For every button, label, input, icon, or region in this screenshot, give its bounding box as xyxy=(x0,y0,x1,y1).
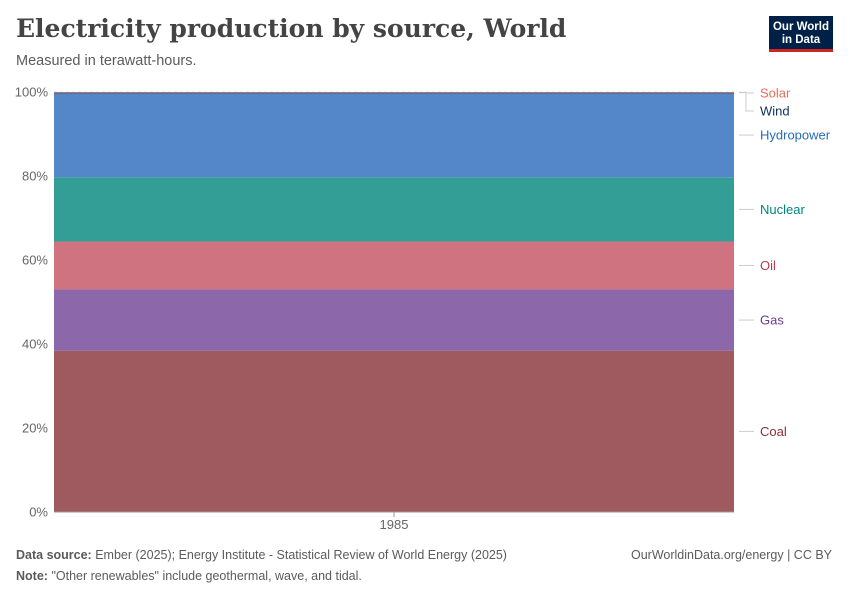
label-connector xyxy=(739,92,754,112)
y-tick-label: 40% xyxy=(22,337,48,352)
area-band-solar xyxy=(54,92,734,93)
area-band-coal xyxy=(54,350,734,512)
data-source: Data source: Ember (2025); Energy Instit… xyxy=(16,548,507,562)
logo-line-1: Our World xyxy=(772,21,829,33)
chart-note: Note: "Other renewables" include geother… xyxy=(16,569,362,583)
area-band-gas xyxy=(54,289,734,351)
area-band-nuclear xyxy=(54,177,734,242)
chart-title: Electricity production by source, World xyxy=(16,14,567,43)
y-tick-label: 60% xyxy=(22,253,48,268)
x-tick-label: 1985 xyxy=(380,517,409,532)
y-tick-label: 20% xyxy=(22,421,48,436)
data-source-text: Ember (2025); Energy Institute - Statist… xyxy=(95,548,507,562)
series-label-nuclear: Nuclear xyxy=(760,202,805,217)
y-tick-label: 100% xyxy=(15,85,49,100)
note-text: "Other renewables" include geothermal, w… xyxy=(51,569,362,583)
series-label-wind: Wind xyxy=(760,104,790,119)
series-label-oil: Oil xyxy=(760,258,776,273)
chart-subtitle: Measured in terawatt-hours. xyxy=(16,53,197,69)
series-label-gas: Gas xyxy=(760,313,784,328)
area-band-wind xyxy=(54,92,734,94)
logo-line-2: in Data xyxy=(781,34,821,46)
y-tick-label: 80% xyxy=(22,169,48,184)
y-tick-label: 0% xyxy=(29,505,48,520)
area-band-hydropower xyxy=(54,92,734,178)
license-link[interactable]: OurWorldinData.org/energy | CC BY xyxy=(630,548,832,562)
area-band-oil xyxy=(54,241,734,290)
series-label-solar: Solar xyxy=(760,86,791,101)
note-label: Note: xyxy=(16,569,48,583)
owid-logo[interactable]: Our World in Data xyxy=(769,16,833,52)
series-label-coal: Coal xyxy=(760,424,787,439)
data-source-label: Data source: xyxy=(16,548,92,562)
series-label-hydropower: Hydropower xyxy=(760,128,831,143)
